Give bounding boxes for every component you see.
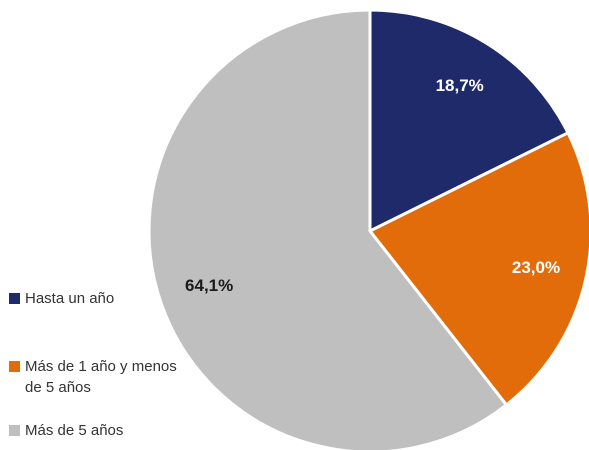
legend-item: Hasta un año xyxy=(9,288,184,309)
legend-item: Más de 5 años xyxy=(9,420,184,441)
legend-label: Hasta un año xyxy=(25,290,115,307)
pie-slice xyxy=(367,130,589,407)
pie-slice xyxy=(147,8,509,450)
data-label: 23,0% xyxy=(512,258,560,277)
legend-label: Más de 5 años xyxy=(25,422,124,439)
legend-label: Más de 1 año y menos de 5 años xyxy=(25,358,177,396)
legend-swatch xyxy=(9,425,20,436)
pie-slice xyxy=(368,8,571,234)
data-label: 18,7% xyxy=(436,76,484,95)
legend-swatch xyxy=(9,293,20,304)
legend-swatch xyxy=(9,361,20,372)
data-label: 64,1% xyxy=(185,276,233,295)
legend-item: Más de 1 año y menos de 5 años xyxy=(9,356,184,398)
